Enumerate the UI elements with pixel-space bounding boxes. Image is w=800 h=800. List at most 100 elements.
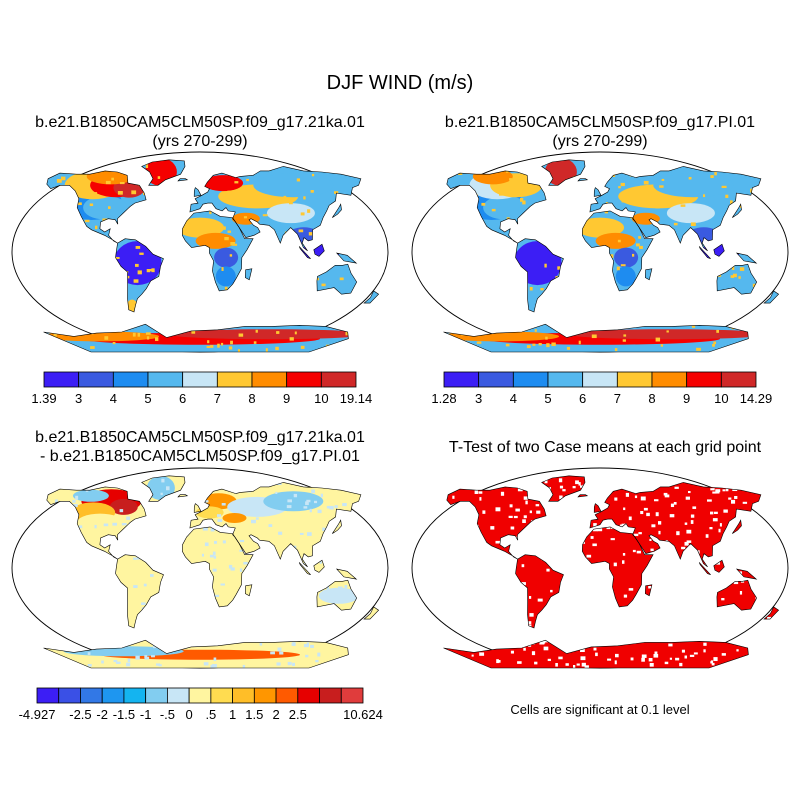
field-speckle bbox=[105, 180, 111, 185]
field-speckle bbox=[309, 508, 312, 513]
field-speckle bbox=[593, 528, 598, 532]
field-speckle bbox=[710, 661, 713, 664]
field-speckle bbox=[311, 489, 315, 494]
field-speckle bbox=[616, 266, 620, 271]
field-speckle bbox=[126, 516, 131, 520]
colorbar-swatch bbox=[123, 687, 147, 704]
field-speckle bbox=[132, 332, 136, 337]
field-speckle bbox=[317, 509, 322, 514]
field-speckle bbox=[713, 657, 718, 662]
field-speckle bbox=[712, 518, 718, 522]
field-speckle bbox=[702, 480, 705, 484]
field-speckle bbox=[202, 527, 208, 531]
field-speckle bbox=[251, 519, 256, 524]
field-speckle bbox=[655, 337, 661, 342]
field-speckle bbox=[227, 190, 233, 194]
field-speckle bbox=[161, 478, 165, 483]
field-speckle bbox=[581, 662, 586, 667]
field-speckle bbox=[714, 511, 718, 514]
field-speckle bbox=[562, 489, 566, 492]
field-speckle bbox=[619, 524, 623, 527]
field-speckle bbox=[551, 342, 556, 347]
field-speckle bbox=[523, 515, 527, 519]
field-speckle bbox=[224, 286, 228, 291]
field-speckle bbox=[715, 489, 721, 493]
colorbar-label: 3 bbox=[475, 391, 482, 406]
field-speckle bbox=[620, 264, 626, 267]
field-speckle bbox=[283, 195, 287, 200]
field-speckle bbox=[546, 343, 550, 348]
colorbar-pi: 1.28 3 4 5 6 7 8 9 10 14.29 bbox=[431, 371, 772, 406]
field-speckle bbox=[303, 196, 306, 200]
field-speckle bbox=[648, 586, 652, 589]
field-speckle bbox=[522, 519, 526, 523]
field-speckle bbox=[207, 340, 210, 344]
field-speckle bbox=[675, 657, 680, 661]
field-speckle bbox=[688, 177, 692, 180]
field-speckle bbox=[461, 486, 465, 490]
field-speckle bbox=[593, 647, 597, 651]
colorbar-label: 0 bbox=[186, 707, 193, 722]
field-speckle bbox=[739, 591, 743, 595]
wind-field-patch bbox=[314, 269, 363, 290]
field-speckle bbox=[197, 220, 203, 224]
colorbar-swatch bbox=[166, 687, 190, 704]
coastline bbox=[443, 323, 749, 353]
field-speckle bbox=[135, 246, 141, 249]
field-speckle bbox=[79, 525, 83, 529]
field-speckle bbox=[604, 210, 608, 214]
coastline bbox=[716, 263, 758, 295]
field-speckle bbox=[315, 660, 319, 663]
field-speckle bbox=[580, 649, 585, 653]
wind-field-patch bbox=[263, 491, 324, 512]
field-speckle bbox=[520, 198, 524, 202]
field-speckle bbox=[742, 501, 748, 504]
colorbar-swatch bbox=[547, 371, 584, 388]
field-speckle bbox=[633, 533, 639, 537]
coastline bbox=[713, 559, 725, 573]
field-speckle bbox=[204, 542, 209, 547]
field-speckle bbox=[712, 491, 717, 494]
field-speckle bbox=[664, 661, 669, 665]
coastline bbox=[732, 203, 742, 218]
colorbar-label: -4.927 bbox=[19, 707, 56, 722]
field-speckle bbox=[543, 640, 548, 643]
field-speckle bbox=[112, 342, 116, 345]
field-speckle bbox=[638, 198, 642, 202]
field-speckle bbox=[294, 331, 297, 335]
field-speckle bbox=[522, 200, 526, 205]
coastline bbox=[46, 486, 147, 560]
field-speckle bbox=[467, 165, 472, 168]
colorbar-difference: -4.927 -2.5 -2 -1.5 -1 -.5 0 .5 1 1.5 2 2.5 10.624 bbox=[19, 687, 383, 722]
colorbar-swatch bbox=[58, 687, 81, 704]
field-speckle bbox=[311, 173, 315, 177]
field-speckle bbox=[622, 553, 626, 556]
significance-note: Cells are significant at 0.1 level bbox=[510, 702, 690, 717]
field-speckle bbox=[230, 340, 233, 345]
field-speckle bbox=[681, 649, 685, 653]
colorbar-swatch bbox=[147, 371, 184, 388]
colorbar-swatch bbox=[188, 687, 212, 704]
field-speckle bbox=[650, 548, 654, 552]
coastline bbox=[244, 268, 253, 281]
field-speckle bbox=[673, 222, 678, 226]
coastline bbox=[244, 584, 253, 597]
field-speckle bbox=[534, 661, 538, 665]
field-speckle bbox=[521, 564, 525, 568]
coastline bbox=[181, 526, 254, 608]
field-speckle bbox=[709, 527, 713, 530]
colorbar-label: 1 bbox=[229, 707, 236, 722]
field-speckle bbox=[137, 332, 141, 337]
field-speckle bbox=[307, 209, 311, 213]
colorbar-label: 4 bbox=[110, 391, 117, 406]
field-speckle bbox=[457, 647, 462, 650]
field-speckle bbox=[767, 616, 772, 621]
field-speckle bbox=[722, 489, 726, 492]
field-speckle bbox=[146, 269, 151, 273]
panel-title-ttest: T-Test of two Case means at each grid po… bbox=[448, 439, 762, 456]
colorbar-label: 14.29 bbox=[740, 391, 773, 406]
field-speckle bbox=[308, 232, 313, 236]
field-speckle bbox=[63, 330, 69, 335]
field-speckle bbox=[674, 486, 679, 489]
field-speckle bbox=[303, 506, 308, 509]
